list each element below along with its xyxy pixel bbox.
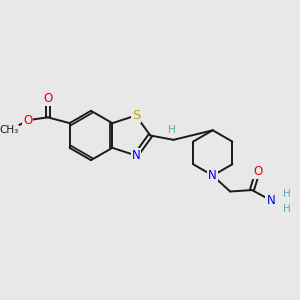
Text: N: N xyxy=(208,169,217,182)
Text: O: O xyxy=(253,165,262,178)
Text: O: O xyxy=(43,92,52,105)
Text: O: O xyxy=(23,114,32,127)
Text: CH₃: CH₃ xyxy=(0,125,18,135)
Text: H: H xyxy=(283,189,291,200)
Text: N: N xyxy=(266,194,275,207)
Text: H: H xyxy=(283,204,291,214)
Text: H: H xyxy=(168,125,176,135)
Text: S: S xyxy=(132,109,140,122)
Text: N: N xyxy=(131,149,140,162)
